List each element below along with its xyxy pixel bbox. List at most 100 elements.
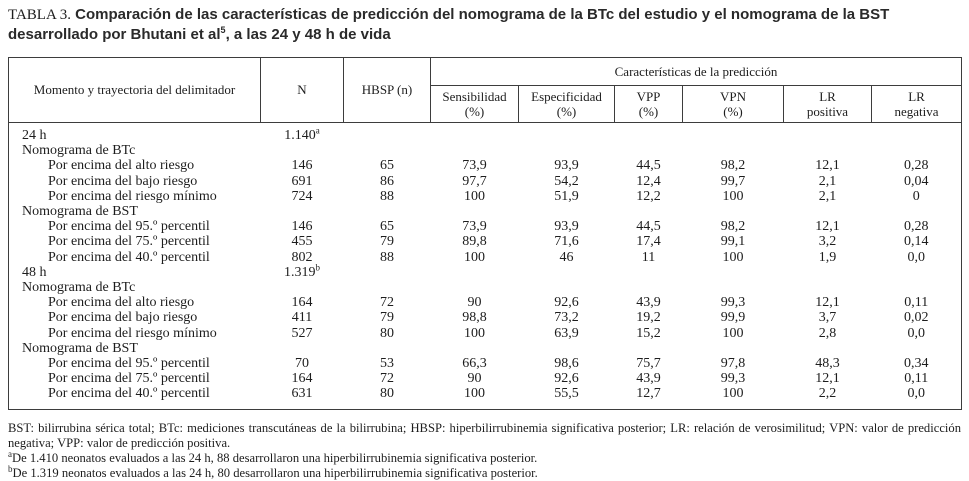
cell-n: 146 [291, 219, 313, 235]
header-group-prediccion: Características de la predicción [429, 57, 963, 86]
cell-lr_pos: 2,1 [818, 173, 837, 189]
cell-n: 70 [295, 356, 309, 372]
cell-sens: 100 [464, 325, 485, 341]
cell-lr_pos: 3,7 [818, 310, 837, 326]
cell-sens: 98,8 [462, 310, 487, 326]
cell-lr_pos [784, 123, 872, 144]
cell-lr_pos: 12,1 [815, 371, 840, 387]
header-lr-positiva-line1: LR [819, 89, 836, 104]
table-row: Por encima del riesgo mínimo 724 88 100 51,9… [9, 189, 962, 204]
cell-vpp: 44,5 [636, 219, 661, 235]
cell-hbsp: 79 [380, 234, 394, 250]
header-sensibilidad-line2: (%) [464, 104, 485, 119]
cell-espec [519, 265, 615, 280]
cell-lr_neg: 0 [912, 188, 920, 204]
cell-hbsp [344, 204, 431, 219]
abbreviations-note: BST: bilirrubina sérica total; BTc: medi… [8, 420, 961, 450]
row-label: Por encima del 75.º percentil [48, 234, 210, 250]
caption-tail-text: , a las 24 y 48 h de vida [225, 26, 391, 43]
header-lr-negativa-line2: negativa [894, 104, 939, 119]
row-label: Por encima del riesgo mínimo [48, 188, 217, 204]
cell-sens [431, 280, 519, 295]
header-lr-positiva-line2: positiva [806, 104, 849, 119]
table-row: Por encima del 95.º percentil 146 65 73,9 93… [9, 219, 962, 234]
cell-n: 724 [291, 188, 313, 204]
cell-lr_neg: 0,0 [907, 325, 926, 341]
cell-vpp: 43,9 [636, 295, 661, 311]
header-row-top: Momento y trayectoria del delimitador N … [8, 57, 963, 123]
cell-vpp [615, 123, 683, 144]
cell-lr_pos: 48,3 [815, 356, 840, 372]
cell-n [261, 143, 344, 158]
cell-sens: 89,8 [462, 234, 487, 250]
footnote-marker: b [315, 262, 321, 273]
cell-vpp [615, 280, 683, 295]
cell-lr_neg [872, 341, 962, 356]
header-vpn-line1: VPN [719, 89, 746, 104]
row-label: Por encima del 75.º percentil [48, 371, 210, 387]
table-row: Por encima del alto riesgo 146 65 73,9 93,9 4… [9, 158, 962, 173]
footnote-a: aDe 1.410 neonatos evaluados a las 24 h,… [8, 449, 961, 466]
cell-vpn [683, 280, 784, 295]
cell-sens [431, 341, 519, 356]
cell-lr_pos: 3,2 [818, 234, 837, 250]
row-label: Nomograma de BST [22, 204, 138, 220]
cell-sens: 90 [467, 371, 482, 387]
cell-lr_neg: 0,02 [904, 310, 929, 326]
header-especificidad-line1: Especificidad [531, 89, 602, 104]
cell-vpp: 12,2 [636, 188, 661, 204]
cell-vpn: 98,2 [720, 219, 746, 235]
cell-sens: 73,9 [462, 158, 487, 174]
row-label: 24 h [22, 128, 47, 143]
row-label: Nomograma de BST [22, 340, 138, 356]
cell-hbsp: 72 [380, 371, 394, 387]
table-caption-text: Comparación de las características de pr… [8, 6, 889, 43]
cell-vpn: 97,8 [720, 356, 746, 372]
table-header: Momento y trayectoria del delimitador N … [8, 57, 963, 123]
cell-lr_pos [784, 280, 872, 295]
row-label: Por encima del alto riesgo [48, 158, 195, 174]
cell-n: 1.319b [284, 262, 321, 280]
cell-lr_neg: 0,04 [904, 173, 929, 189]
cell-vpn: 100 [722, 386, 744, 402]
row-label: Por encima del alto riesgo [48, 295, 195, 311]
cell-vpp: 12,4 [636, 173, 661, 189]
cell-lr_pos [784, 341, 872, 356]
cell-lr_pos: 12,1 [815, 295, 840, 311]
table-row: Nomograma de BTc [9, 143, 962, 158]
header-vpn: VPN (%) [682, 85, 784, 123]
cell-lr_neg: 0,11 [904, 371, 929, 387]
cell-sens: 100 [464, 386, 485, 402]
cell-vpp: 43,9 [636, 371, 661, 387]
header-especificidad-line2: (%) [556, 104, 577, 119]
cell-espec: 73,2 [554, 310, 579, 326]
cell-hbsp: 79 [380, 310, 394, 326]
cell-vpp [615, 143, 683, 158]
cell-espec: 92,6 [554, 371, 579, 387]
cell-espec: 46 [559, 249, 574, 265]
cell-hbsp: 65 [380, 158, 394, 174]
cell-lr_neg [872, 123, 962, 144]
footnote-b-marker: b [8, 463, 13, 474]
row-label: Por encima del riesgo mínimo [48, 325, 217, 341]
cell-vpn: 100 [722, 249, 744, 265]
cell-n: 164 [291, 295, 313, 311]
cell-hbsp [344, 341, 431, 356]
table-body: 24 h 1.140a Nomograma de BTc Por encima del… [9, 123, 962, 410]
cell-lr_pos: 2,2 [818, 386, 837, 402]
cell-vpp: 75,7 [636, 356, 661, 372]
cell-lr_neg: 0,28 [904, 158, 929, 174]
footnote-b: bDe 1.319 neonatos evaluados a las 24 h,… [8, 463, 961, 481]
cell-lr_neg: 0,11 [904, 295, 929, 311]
cell-vpp: 44,5 [636, 158, 661, 174]
cell-lr_pos [784, 204, 872, 219]
cell-hbsp: 80 [380, 386, 394, 402]
cell-sens: 73,9 [462, 219, 487, 235]
cell-sens: 100 [464, 188, 485, 204]
cell-vpp [615, 204, 683, 219]
table-row: Nomograma de BTc [9, 280, 962, 295]
cell-n: 802 [291, 249, 313, 265]
cell-espec [519, 341, 615, 356]
row-label: 48 h [22, 264, 47, 280]
